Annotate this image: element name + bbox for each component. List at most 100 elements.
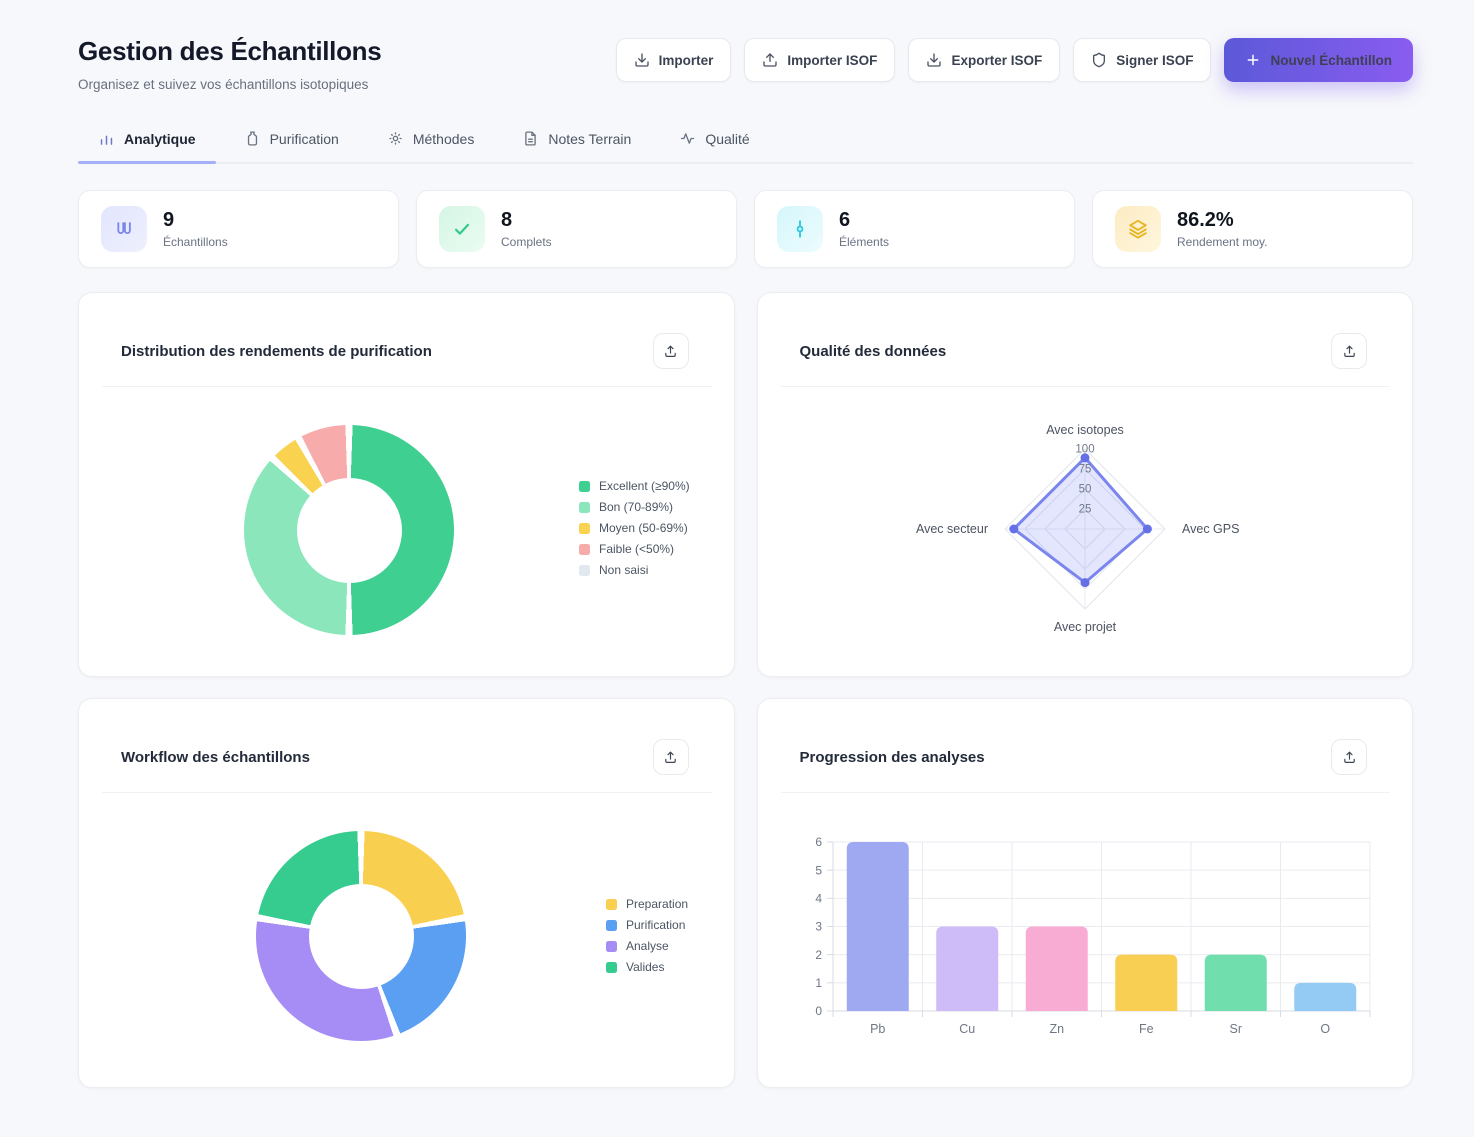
- stat-card-rendement: 86.2% Rendement moy.: [1092, 190, 1413, 268]
- legend-item: Non saisi: [579, 564, 690, 576]
- tab-label: Qualité: [705, 130, 750, 147]
- legend-swatch: [579, 564, 590, 576]
- y-tick-label: 3: [815, 920, 822, 934]
- radar-data-point: [1080, 453, 1089, 463]
- export-chart-button[interactable]: [1331, 739, 1367, 775]
- button-label: Nouvel Échantillon: [1270, 52, 1392, 68]
- radar-tick-label: 75: [1078, 464, 1091, 476]
- tab-notes-terrain[interactable]: Notes Terrain: [502, 124, 651, 162]
- shield-icon: [1091, 52, 1107, 68]
- stat-value: 8: [501, 208, 513, 231]
- bar-Cu: [935, 926, 998, 1011]
- stat-text: 9 Échantillons: [163, 210, 228, 249]
- chart-card-data-quality: Qualité des données 25 50 75 100 Avec isotop…: [756, 292, 1413, 677]
- stat-label: Rendement moy.: [1177, 234, 1268, 249]
- legend-item: Excellent (≥90%): [579, 480, 690, 492]
- tab-label: Notes Terrain: [548, 130, 632, 147]
- charts-grid: Distribution des rendements de purificat…: [78, 292, 1413, 1088]
- commit-icon: [777, 206, 823, 252]
- header-actions: Importer Importer ISOF Exporter ISOF Sig…: [615, 38, 1413, 82]
- tab-label: Méthodes: [412, 130, 475, 147]
- divider: [780, 792, 1390, 793]
- chart-title: Qualité des données: [799, 342, 947, 360]
- stat-label: Éléments: [839, 234, 890, 249]
- sun-icon: [387, 130, 404, 147]
- legend-item: Valides: [606, 961, 688, 973]
- export-chart-button[interactable]: [652, 333, 689, 369]
- stat-cards-row: 9 Échantillons 8 Complets 6 Éléments: [78, 190, 1413, 268]
- stat-card-echantillons: 9 Échantillons: [78, 190, 399, 268]
- tab-label: Purification: [269, 130, 339, 147]
- bar-O: [1293, 982, 1356, 1011]
- legend-item: Purification: [606, 919, 688, 931]
- sample-management-page: Gestion des Échantillons Organisez et su…: [78, 0, 1413, 1088]
- legend-swatch: [579, 501, 590, 513]
- nouvel-echantillon-button[interactable]: Nouvel Échantillon: [1224, 38, 1413, 82]
- radar-chart-data-quality: 25 50 75 100 Avec isotopes Avec GPS Avec proje…: [915, 423, 1239, 634]
- legend-label: Analyse: [626, 939, 669, 953]
- legend-label: Purification: [626, 918, 686, 932]
- importer-isof-button[interactable]: Importer ISOF: [744, 38, 896, 82]
- export-chart-button[interactable]: [652, 739, 689, 775]
- stat-label: Complets: [501, 234, 552, 249]
- x-tick-label: Fe: [1138, 1022, 1153, 1036]
- chart-card-yield-distribution: Distribution des rendements de purificat…: [78, 292, 735, 677]
- y-tick-label: 2: [815, 948, 822, 962]
- bar-chart-analysis-progress: 0 1 2 3 4 5 6 Pb Cu Zn Fe Sr O: [815, 835, 1370, 1036]
- page-header: Gestion des Échantillons Organisez et su…: [78, 36, 1413, 92]
- legend-label: Preparation: [626, 897, 689, 911]
- export-chart-button[interactable]: [1331, 333, 1367, 369]
- tab-analytique[interactable]: Analytique: [78, 124, 216, 164]
- stat-card-elements: 6 Éléments: [754, 190, 1075, 268]
- signer-isof-button[interactable]: Signer ISOF: [1073, 38, 1212, 82]
- chart-title: Distribution des rendements de purificat…: [121, 342, 432, 360]
- legend-label: Non saisi: [599, 563, 649, 577]
- stat-text: 86.2% Rendement moy.: [1177, 210, 1268, 249]
- legend-item: Bon (70-89%): [579, 501, 690, 513]
- tab-methodes[interactable]: Méthodes: [367, 124, 494, 162]
- stat-text: 8 Complets: [501, 210, 552, 249]
- donut-chart-yield: [244, 425, 454, 635]
- tab-label: Analytique: [124, 130, 196, 147]
- bar-Fe: [1114, 954, 1177, 1011]
- chart-card-analysis-progress: Progression des analyses 0 1 2 3 4 5 6 Pb Cu Zn Fe…: [756, 698, 1413, 1088]
- button-label: Exporter ISOF: [951, 52, 1043, 68]
- y-tick-label: 4: [815, 892, 822, 906]
- upload-icon: [762, 52, 778, 68]
- button-label: Importer: [658, 52, 714, 68]
- tab-purification[interactable]: Purification: [224, 124, 359, 162]
- x-tick-label: Sr: [1229, 1022, 1242, 1036]
- legend-swatch: [606, 898, 617, 910]
- chart-header: Distribution des rendements de purificat…: [79, 293, 734, 369]
- button-label: Signer ISOF: [1116, 52, 1194, 68]
- radar-axis-label: Avec isotopes: [1046, 423, 1124, 437]
- chart-body: 0 1 2 3 4 5 6 Pb Cu Zn Fe Sr O: [758, 794, 1413, 1087]
- legend-item: Faible (<50%): [579, 543, 690, 555]
- legend-label: Faible (<50%): [599, 542, 675, 556]
- bar-Zn: [1025, 926, 1088, 1011]
- radar-tick-label: 50: [1078, 484, 1091, 496]
- exporter-isof-button[interactable]: Exporter ISOF: [908, 38, 1061, 82]
- importer-button[interactable]: Importer: [615, 38, 732, 82]
- chart-legend: Preparation Purification Analyse Valides: [606, 898, 688, 973]
- plus-icon: [1245, 52, 1261, 68]
- chart-body: 25 50 75 100 Avec isotopes Avec GPS Avec proje…: [758, 388, 1413, 676]
- button-label: Importer ISOF: [787, 52, 878, 68]
- legend-item: Preparation: [606, 898, 688, 910]
- radar-axis-label: Avec secteur: [915, 522, 987, 536]
- stat-value: 86.2%: [1177, 208, 1234, 231]
- legend-swatch: [579, 543, 590, 555]
- download-icon: [634, 52, 650, 68]
- chart-legend: Excellent (≥90%) Bon (70-89%) Moyen (50-69…: [579, 480, 690, 576]
- tab-qualite[interactable]: Qualité: [659, 124, 769, 162]
- radar-tick-label: 100: [1075, 444, 1094, 456]
- bar-chart-icon: [98, 130, 115, 147]
- legend-label: Bon (70-89%): [599, 500, 674, 514]
- x-tick-label: Zn: [1049, 1022, 1064, 1036]
- chart-header: Qualité des données: [758, 293, 1413, 369]
- download-icon: [926, 52, 942, 68]
- donut-chart-workflow: [256, 831, 466, 1041]
- radar-axis-label: Avec GPS: [1182, 522, 1239, 536]
- chart-card-workflow: Workflow des échantillons Preparation Pur…: [78, 698, 735, 1088]
- legend-swatch: [606, 940, 617, 952]
